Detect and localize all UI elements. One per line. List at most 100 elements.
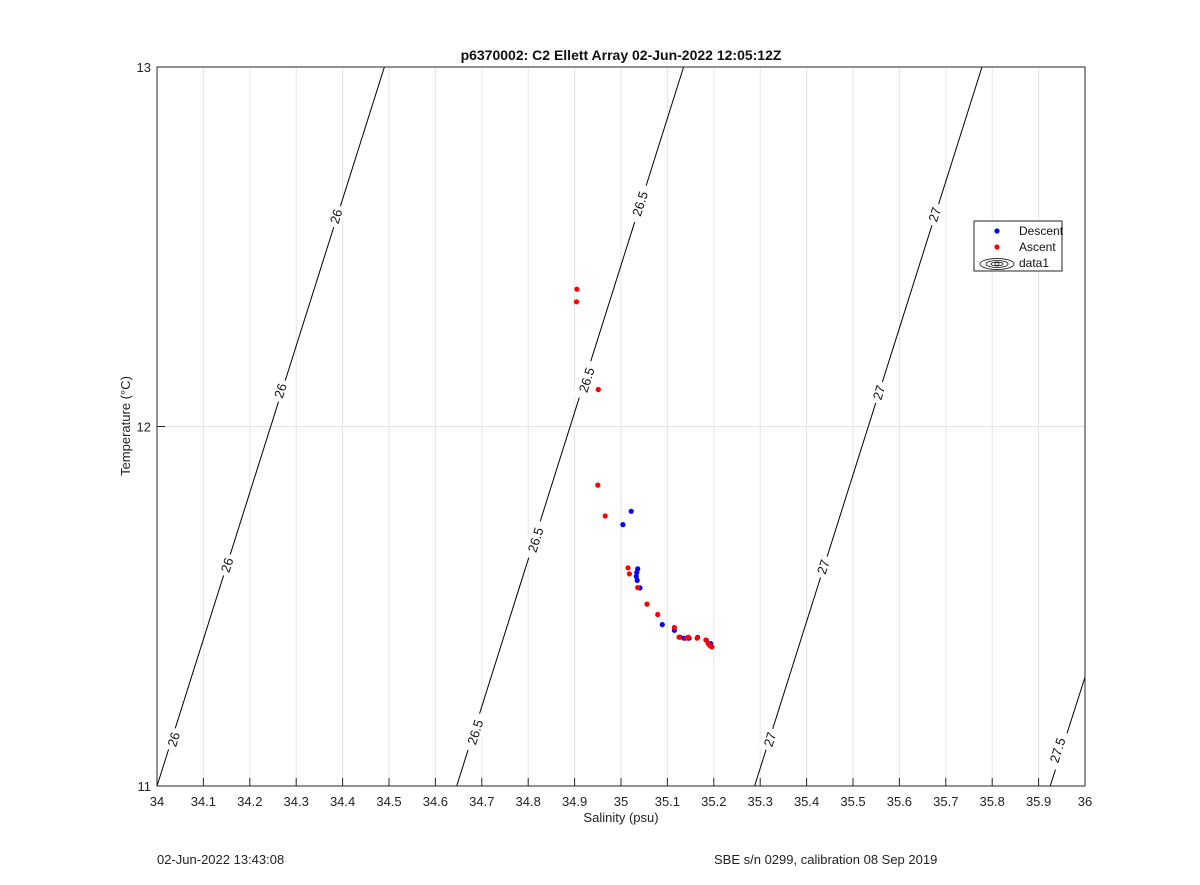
x-tick-label: 35 xyxy=(614,794,628,809)
ascent-point xyxy=(625,565,631,571)
x-tick-label: 35.5 xyxy=(840,794,865,809)
contour-label: 27 xyxy=(758,726,781,753)
contour-label-background xyxy=(461,711,489,753)
x-tick-label: 35.9 xyxy=(1026,794,1051,809)
contour-label-text: 26.5 xyxy=(464,718,486,747)
ascent-point xyxy=(573,299,580,305)
legend-contour-icon xyxy=(990,261,1004,267)
footer-timestamp: 02-Jun-2022 13:43:08 xyxy=(157,852,285,867)
contour-label: 26 xyxy=(215,552,238,578)
ascent-point xyxy=(602,513,608,519)
ascent-point xyxy=(595,482,601,488)
contour-label-background xyxy=(269,377,291,404)
x-tick-label: 34.5 xyxy=(376,794,401,809)
x-axis-label: Salinity (psu) xyxy=(583,810,658,825)
contour-label-background xyxy=(215,552,238,578)
legend-contour-icon xyxy=(979,258,1015,270)
legend: Descent Ascent data1 xyxy=(973,220,1064,272)
contour-label-background xyxy=(758,726,781,753)
ascent-point xyxy=(709,644,715,650)
contour-label: 26 xyxy=(162,726,185,753)
grid xyxy=(156,66,1086,787)
contour-label: 26 xyxy=(269,377,291,404)
contour-label-background xyxy=(811,553,834,580)
legend-label: Descent xyxy=(1019,224,1064,238)
contour-label-text: 27.5 xyxy=(1047,736,1069,765)
x-tick-label: 35.8 xyxy=(980,794,1005,809)
ascent-point xyxy=(685,634,691,640)
x-tick-label: 34.2 xyxy=(237,794,262,809)
contour-label-background xyxy=(626,183,653,225)
contour-label-text: 26 xyxy=(218,556,237,574)
descent-point xyxy=(659,622,665,628)
x-tick-label: 35.7 xyxy=(933,794,958,809)
axis-ticks: 34 34.1 34.2 34.3 34.4 34.5 34.6 34.7 34.8 34.9 35… xyxy=(137,60,1093,809)
contour-label-text: 26.5 xyxy=(629,189,651,218)
contour-label: 27.5 xyxy=(1043,729,1071,771)
contour-label: 27 xyxy=(867,379,890,406)
legend-contour-icon xyxy=(985,260,1009,268)
density-contour-line xyxy=(754,66,983,787)
contour-label-text: 27 xyxy=(870,383,889,401)
legend-label: data1 xyxy=(1019,256,1049,270)
x-tick-label: 35.4 xyxy=(794,794,819,809)
contour-label-text: 27 xyxy=(814,558,833,576)
descent-point xyxy=(634,577,640,584)
x-tick-label: 34.1 xyxy=(191,794,216,809)
x-tick-label: 35.1 xyxy=(655,794,680,809)
legend-marker-descent xyxy=(994,228,1000,234)
contour-label-text: 26 xyxy=(327,207,346,225)
contour-label-background xyxy=(1043,729,1071,771)
descent-point xyxy=(634,569,640,576)
y-axis-label: Temperature (°C) xyxy=(118,376,133,476)
descent-point xyxy=(633,573,639,580)
ascent-point xyxy=(626,571,633,577)
y-tick-label: 12 xyxy=(137,420,151,435)
contour-label-text: 26 xyxy=(271,382,290,400)
contour-label: 26.5 xyxy=(626,183,653,225)
contour-label-background xyxy=(162,726,185,753)
ascent-point xyxy=(694,635,700,641)
x-tick-label: 34.6 xyxy=(423,794,448,809)
contour-label-background xyxy=(324,203,347,230)
x-tick-label: 34.8 xyxy=(516,794,541,809)
contour-label-text: 26.5 xyxy=(525,526,547,555)
ascent-point xyxy=(671,624,678,631)
x-tick-label: 34.4 xyxy=(330,794,355,809)
x-tick-label: 34.3 xyxy=(284,794,309,809)
contour-label: 27 xyxy=(811,553,834,580)
x-tick-label: 34.7 xyxy=(469,794,494,809)
legend-contour-icon xyxy=(994,262,1000,266)
ascent-point xyxy=(595,386,601,393)
descent-point xyxy=(628,508,634,514)
data-points xyxy=(573,286,715,650)
contour-label-background xyxy=(572,359,600,401)
density-contours: 26 26 26 26 26.5 26.5 26.5 26.5 27 27 27 27 27.5 xyxy=(156,66,1086,787)
ascent-point xyxy=(676,634,682,640)
contour-label-background xyxy=(521,519,549,561)
ascent-point xyxy=(644,601,650,607)
contour-label-background xyxy=(923,201,946,228)
y-tick-label: 11 xyxy=(138,779,152,794)
contour-label: 26 xyxy=(324,203,347,230)
contour-label: 26.5 xyxy=(461,711,489,753)
contour-label-text: 27 xyxy=(761,730,780,748)
ascent-point xyxy=(655,611,661,618)
contour-label: 26.5 xyxy=(572,359,600,401)
footer-calibration: SBE s/n 0299, calibration 08 Sep 2019 xyxy=(714,852,938,867)
x-tick-label: 34.9 xyxy=(562,794,587,809)
x-tick-label: 35.3 xyxy=(748,794,773,809)
contour-label-background xyxy=(867,379,890,406)
ascent-point xyxy=(574,286,580,292)
contour-label-text: 26.5 xyxy=(576,366,598,395)
legend-marker-ascent xyxy=(994,244,1000,250)
legend-label: Ascent xyxy=(1019,240,1056,254)
descent-point xyxy=(620,522,626,528)
contour-label-text: 27 xyxy=(925,205,944,223)
x-tick-label: 36 xyxy=(1078,794,1092,809)
chart-title: p6370002: C2 Ellett Array 02-Jun-2022 12… xyxy=(461,47,782,63)
contour-label: 26.5 xyxy=(521,519,549,561)
ascent-point xyxy=(635,585,641,591)
y-tick-label: 13 xyxy=(137,60,151,75)
